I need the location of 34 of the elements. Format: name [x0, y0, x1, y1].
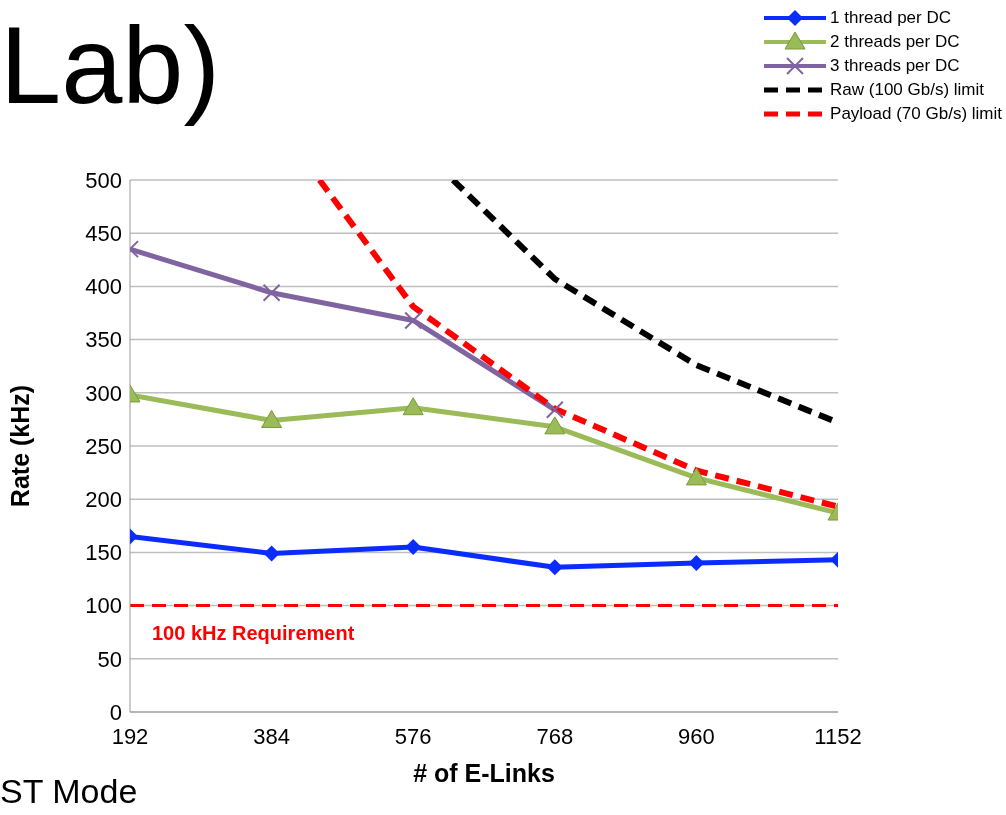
legend-label: Payload (70 Gb/s) limit	[830, 104, 1002, 124]
y-axis-title: Rate (kHz)	[5, 384, 34, 508]
point	[546, 559, 563, 576]
y-tick-label: 350	[85, 327, 122, 353]
text: Lab)	[0, 3, 221, 126]
x-tick-label: 576	[394, 723, 432, 749]
x-tick-label: 960	[678, 723, 715, 749]
y-tick-label: 250	[85, 433, 122, 459]
y-tick-label: 50	[97, 646, 122, 672]
x-tick-label: 768	[536, 723, 574, 749]
x-axis-title: # of E-Links	[413, 759, 555, 787]
y-tick-label: 500	[85, 167, 122, 193]
text: ST Mode	[0, 772, 138, 810]
y-tick-label: 0	[109, 699, 122, 725]
y-tick-label: 450	[85, 221, 122, 247]
legend-label: 1 thread per DC	[830, 8, 951, 28]
y-tick-label: 150	[85, 540, 122, 566]
legend-label: Raw (100 Gb/s) limit	[830, 80, 985, 100]
point	[402, 397, 424, 416]
point	[544, 416, 566, 435]
x-tick-label: 384	[253, 723, 290, 749]
x-tick-label: 1152	[814, 723, 862, 749]
y-tick-label: 300	[85, 380, 122, 406]
legend-label: 3 threads per DC	[830, 56, 960, 76]
ref-line-label: 100 kHz Requirement	[152, 621, 355, 644]
legend-label: 2 threads per DC	[830, 32, 960, 52]
point	[404, 311, 423, 330]
x-tick-label: 192	[111, 723, 149, 749]
point	[405, 539, 422, 556]
point	[545, 400, 564, 419]
y-tick-label: 200	[85, 487, 122, 513]
point	[685, 467, 707, 486]
y-tick-label: 100	[85, 593, 122, 619]
y-tick-label: 400	[85, 274, 122, 300]
